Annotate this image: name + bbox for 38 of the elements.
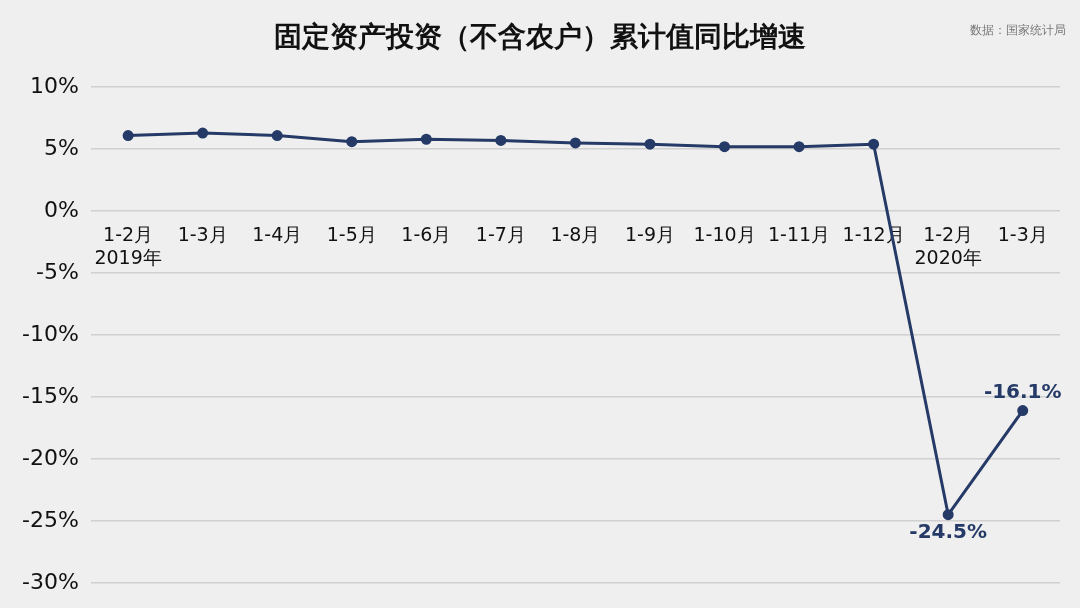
x-tick-label: 1-2月 2019年 [94,223,162,269]
data-label: -16.1% [983,378,1062,403]
y-tick-label: -10% [21,320,79,346]
point [868,138,880,150]
y-tick-label: -20% [21,444,79,470]
y-tick-label: -5% [35,258,79,284]
point [644,138,656,150]
point [420,133,432,145]
x-tick-label: 1-7月 [475,223,526,246]
y-tick-label: -25% [21,506,79,532]
point [942,509,954,521]
y-tick-label: -30% [21,568,79,594]
x-tick-label: 1-11月 [768,223,831,246]
text: 数据：国家统计局 [970,22,1066,39]
x-tick-label: 1-2月 2020年 [914,223,982,269]
x-tick-label: 1-4月 [252,223,303,246]
point [719,141,731,153]
point [1017,405,1029,417]
data-label: -24.5% [909,518,988,543]
x-tick-label: 1-3月 [177,223,228,246]
y-tick-label: 10% [29,72,79,98]
y-tick-label: 5% [43,134,79,160]
point [271,130,283,142]
x-tick-label: 1-10月 [693,223,756,246]
chart-title: 固定资产投资（不含农户）累计值同比增速 [274,20,806,53]
point [346,136,358,148]
point [122,130,134,142]
y-tick-label: 0% [43,196,79,222]
y-tick-label: -15% [21,382,79,408]
point [197,127,209,139]
point [793,141,805,153]
x-tick-label: 1-5月 [326,223,377,246]
x-tick-label: 1-9月 [624,223,675,246]
x-tick-label: 1-6月 [401,223,452,246]
x-tick-label: 1-3月 [997,223,1048,246]
point [495,134,507,146]
x-tick-label: 1-8月 [550,223,601,246]
point [569,137,581,149]
